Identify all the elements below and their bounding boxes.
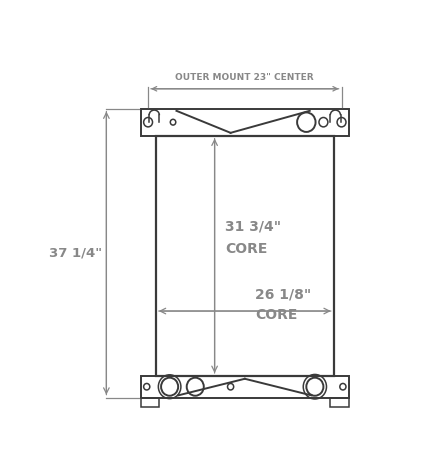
Text: CORE: CORE — [255, 308, 298, 322]
Text: 26 1/8": 26 1/8" — [255, 288, 312, 302]
Text: 37 1/4": 37 1/4" — [49, 247, 102, 260]
Text: OUTER MOUNT 23" CENTER: OUTER MOUNT 23" CENTER — [176, 73, 314, 82]
Bar — [156, 136, 334, 376]
Text: CORE: CORE — [225, 242, 267, 256]
Bar — [330, 398, 349, 407]
Bar — [141, 376, 349, 398]
Text: 31 3/4": 31 3/4" — [225, 220, 281, 234]
Bar — [141, 398, 159, 407]
Bar — [141, 109, 349, 136]
